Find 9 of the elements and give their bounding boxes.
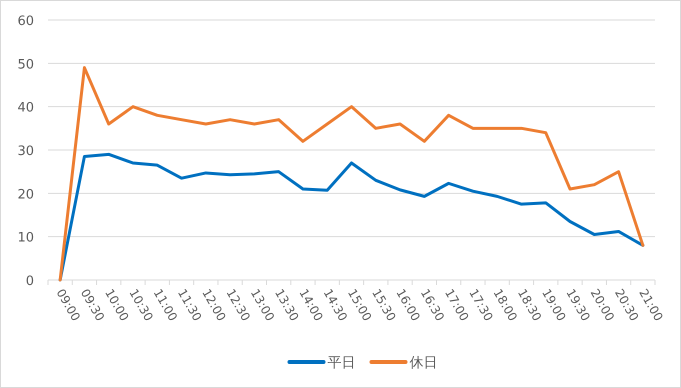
y-tick-label: 30 (17, 144, 34, 159)
y-tick-label: 20 (17, 187, 34, 202)
y-tick-label: 40 (17, 100, 34, 116)
y-tick-label: 10 (17, 230, 34, 246)
y-tick-label: 60 (17, 14, 34, 29)
legend-label: 休日 (410, 355, 438, 371)
y-tick-label: 50 (17, 57, 34, 72)
legend-label: 平日 (328, 355, 356, 371)
y-tick-label: 0 (26, 274, 34, 289)
